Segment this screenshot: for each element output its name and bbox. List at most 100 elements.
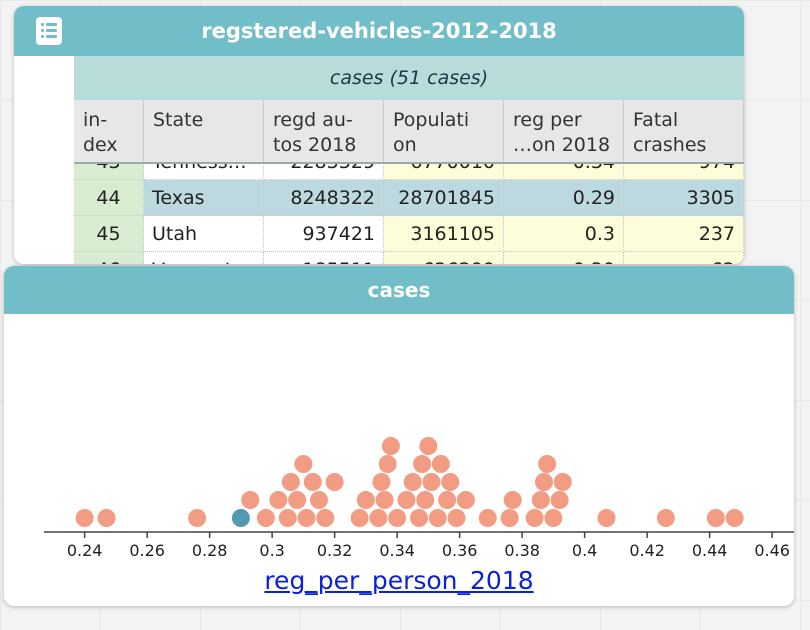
cell-population: 626299: [384, 252, 504, 264]
data-point[interactable]: [500, 509, 519, 527]
data-point[interactable]: [431, 455, 450, 473]
data-point[interactable]: [597, 509, 616, 527]
cell-state: Texas: [144, 180, 264, 216]
cell-index: 45: [74, 216, 144, 252]
cell-population: 3161105: [384, 216, 504, 252]
data-point[interactable]: [375, 491, 394, 509]
cell-regd-autos: 937421: [264, 216, 384, 252]
table-row[interactable]: 45 Utah 937421 3161105 0.3 237: [74, 216, 744, 252]
data-point[interactable]: [447, 509, 466, 527]
table-row-gutter: [14, 56, 74, 264]
case-table-window: regstered-vehicles-2012-2018 cases (51 c…: [14, 6, 744, 264]
table-titlebar[interactable]: regstered-vehicles-2012-2018: [14, 6, 744, 56]
cell-fatal-crashes: 62: [624, 252, 744, 264]
data-point[interactable]: [388, 509, 407, 527]
column-header-fatal-crashes[interactable]: Fatal crashes: [624, 100, 744, 162]
data-point[interactable]: [294, 455, 313, 473]
table-row-selected[interactable]: 44 Texas 8248322 28701845 0.29 3305: [74, 180, 744, 216]
data-point[interactable]: [356, 491, 375, 509]
cell-index: 44: [74, 180, 144, 216]
data-point[interactable]: [413, 455, 432, 473]
data-point[interactable]: [378, 455, 397, 473]
x-tick-label: 0.24: [67, 541, 103, 560]
table-row[interactable]: 46 Vermont 185511 626299 0.30 62: [74, 252, 744, 264]
x-tick-label: 0.32: [317, 541, 353, 560]
data-point[interactable]: [525, 509, 544, 527]
data-point[interactable]: [75, 509, 94, 527]
data-point[interactable]: [535, 473, 553, 491]
data-point[interactable]: [538, 455, 557, 473]
cell-regd-autos: 8248322: [264, 180, 384, 216]
cell-reg-per-person: 0.30: [504, 252, 624, 264]
data-point[interactable]: [350, 509, 369, 527]
data-point[interactable]: [369, 509, 388, 527]
data-point[interactable]: [403, 473, 422, 491]
x-axis-label[interactable]: reg_per_person_2018: [264, 566, 534, 595]
cell-reg-per-person: 0.29: [504, 180, 624, 216]
data-point[interactable]: [269, 491, 288, 509]
data-point[interactable]: [422, 473, 441, 491]
data-point[interactable]: [310, 491, 328, 509]
column-header-row: in- dex State regd au- tos 2018 Populati…: [74, 100, 744, 164]
column-header-state[interactable]: State: [144, 100, 264, 162]
data-point[interactable]: [316, 509, 335, 527]
data-point[interactable]: [531, 491, 550, 509]
graph-window: cases 0.24 0.26 0.28 0.3 0.32 0.34 0.36 0.38 0.4…: [4, 266, 794, 606]
column-header-regd-autos[interactable]: regd au- tos 2018: [264, 100, 384, 162]
data-point[interactable]: [410, 509, 428, 527]
table-icon[interactable]: [36, 17, 62, 45]
x-tick-label: 0.26: [129, 541, 165, 560]
cell-population: 28701845: [384, 180, 504, 216]
data-point[interactable]: [303, 473, 322, 491]
data-point[interactable]: [438, 491, 457, 509]
data-point[interactable]: [188, 509, 207, 527]
x-tick-label: 0.3: [259, 541, 284, 560]
data-point[interactable]: [503, 491, 522, 509]
data-point[interactable]: [281, 473, 300, 491]
column-header-index[interactable]: in- dex: [74, 100, 144, 162]
data-point-selected[interactable]: [231, 509, 250, 527]
graph-titlebar[interactable]: cases: [4, 266, 794, 314]
data-point[interactable]: [656, 509, 675, 527]
data-point[interactable]: [372, 473, 391, 491]
x-tick-label: 0.28: [192, 541, 228, 560]
data-point[interactable]: [297, 509, 316, 527]
data-point[interactable]: [419, 437, 438, 455]
data-point[interactable]: [256, 509, 275, 527]
data-point[interactable]: [397, 491, 416, 509]
data-point[interactable]: [428, 509, 447, 527]
data-point[interactable]: [441, 473, 460, 491]
cell-index: 46: [74, 252, 144, 264]
data-point[interactable]: [381, 437, 400, 455]
x-tick-label: 0.44: [692, 541, 728, 560]
data-point[interactable]: [97, 509, 116, 527]
cell-fatal-crashes: 237: [624, 216, 744, 252]
data-point[interactable]: [478, 509, 497, 527]
data-point[interactable]: [278, 509, 297, 527]
data-point[interactable]: [456, 491, 475, 509]
x-tick-label: 0.42: [629, 541, 665, 560]
data-point[interactable]: [241, 491, 260, 509]
dot-plot[interactable]: 0.24 0.26 0.28 0.3 0.32 0.34 0.36 0.38 0.4 0.42 0.…: [4, 266, 794, 606]
x-tick-label: 0.36: [442, 541, 478, 560]
column-header-reg-per-person[interactable]: reg per …on 2018: [504, 100, 624, 162]
case-grid[interactable]: in- dex State regd au- tos 2018 Populati…: [74, 100, 744, 264]
data-point[interactable]: [416, 491, 435, 509]
column-header-population[interactable]: Populati on: [384, 100, 504, 162]
x-tick-label: 0.34: [379, 541, 415, 560]
cell-regd-autos: 185511: [264, 252, 384, 264]
x-tick-label: 0.46: [754, 541, 790, 560]
data-point[interactable]: [553, 473, 572, 491]
points-layer: [75, 437, 744, 527]
data-point[interactable]: [325, 473, 344, 491]
data-point[interactable]: [550, 491, 569, 509]
x-tick-label: 0.38: [504, 541, 540, 560]
data-point[interactable]: [706, 509, 725, 527]
data-point[interactable]: [288, 491, 307, 509]
data-point[interactable]: [725, 509, 744, 527]
x-axis-ticks: 0.24 0.26 0.28 0.3 0.32 0.34 0.36 0.38 0.4 0.42 0.…: [67, 532, 790, 560]
cell-reg-per-person: 0.3: [504, 216, 624, 252]
collection-label: cases (51 cases): [74, 56, 744, 100]
table-title: regstered-vehicles-2012-2018: [201, 19, 557, 43]
data-point[interactable]: [544, 509, 563, 527]
